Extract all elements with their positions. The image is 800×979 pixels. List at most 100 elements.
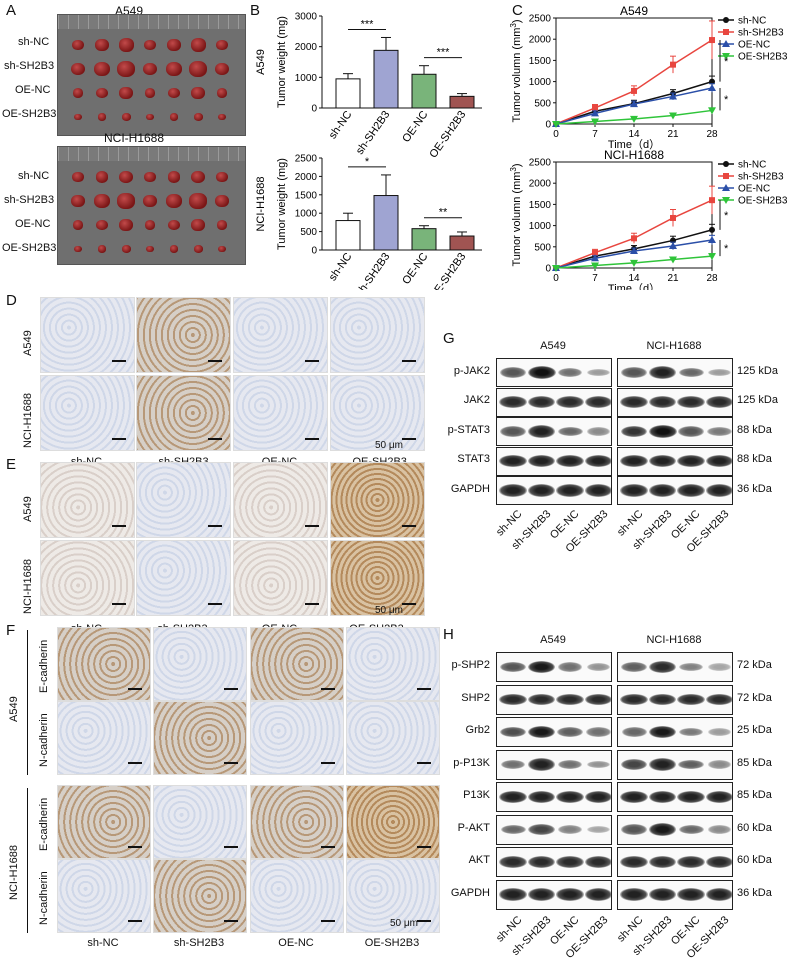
blot-band — [678, 662, 704, 672]
blot-band — [677, 454, 705, 468]
legend-label: OE-SH2B3 — [738, 52, 788, 63]
blot-band — [527, 725, 556, 739]
tumor — [215, 194, 229, 208]
tumor — [95, 87, 109, 99]
panel-label-f: F — [6, 622, 16, 639]
row-label-sh-sh2b3-2: sh-SH2B3 — [4, 194, 55, 206]
scale-bar — [402, 603, 416, 605]
blot-band — [705, 888, 732, 901]
blot-band — [500, 824, 526, 835]
tumor — [167, 87, 181, 99]
cell-line-label: NCI-H1688 — [255, 176, 267, 231]
blot-strip — [617, 652, 733, 682]
tumor — [97, 245, 107, 253]
significance-label: * — [724, 210, 729, 222]
category-label: sh-NC — [327, 251, 355, 283]
y-tick-label: 1000 — [529, 221, 552, 232]
blot-row-label: P-AKT — [457, 821, 490, 834]
blot-strip — [496, 782, 612, 812]
y-tick-label: 2500 — [529, 158, 552, 169]
blot-band — [528, 824, 555, 835]
tumor — [119, 86, 133, 100]
ihc-image — [250, 785, 344, 859]
ihc-image — [57, 785, 151, 859]
category-label: OE-NC — [400, 251, 430, 287]
blot-band — [648, 823, 677, 836]
category-label: OE-NC — [400, 109, 430, 145]
ihc-image — [346, 701, 440, 775]
cell-line-label: A549 — [8, 696, 20, 722]
scale-bar — [208, 438, 222, 440]
data-point — [669, 241, 677, 249]
scale-bar — [208, 360, 222, 362]
blot-band — [620, 759, 648, 770]
x-tick-label: 7 — [592, 273, 598, 284]
blot-band — [620, 888, 648, 901]
bar — [373, 195, 399, 251]
data-point — [630, 115, 638, 123]
scale-bar — [321, 762, 335, 764]
blot-strip — [496, 749, 612, 780]
group-label: sh-SH2B3 — [173, 937, 225, 949]
y-tick-label: 500 — [300, 227, 317, 238]
data-point — [670, 214, 676, 221]
ihc-image — [153, 859, 247, 933]
blot-band — [527, 790, 556, 804]
ihc-image — [136, 375, 231, 451]
blot-band — [648, 425, 677, 438]
y-axis-label: Tumor weight (mg) — [276, 158, 288, 250]
blot-band — [499, 396, 527, 408]
chart-title: NCI-H1688 — [604, 148, 664, 162]
data-point — [708, 236, 716, 244]
blot-band — [621, 824, 647, 835]
tumor-photo-h1688 — [57, 146, 246, 265]
row-label-sh-nc-2: sh-NC — [18, 170, 50, 182]
blot-band — [707, 427, 732, 436]
blot-band — [620, 454, 648, 468]
bar — [335, 220, 361, 251]
significance-label: ** — [439, 207, 448, 219]
tumor — [117, 193, 135, 209]
kda-label: 85 kDa — [737, 789, 772, 801]
tumor — [72, 171, 84, 183]
tumor — [143, 194, 157, 208]
tumor — [144, 39, 156, 51]
tumor — [94, 194, 110, 208]
y-tick-label: 1500 — [529, 200, 552, 211]
tumor — [74, 113, 82, 121]
cell-line-label: NCI-H1688 — [22, 392, 34, 448]
row-label-sh-nc: sh-NC — [18, 36, 50, 48]
group-label: OE-SH2B3 — [364, 937, 420, 949]
blot-band — [500, 367, 526, 378]
tumor — [95, 171, 109, 183]
blot-strip — [617, 358, 733, 387]
significance-label: *** — [361, 18, 375, 30]
data-point — [591, 262, 599, 270]
tumor — [146, 113, 154, 121]
blot-band — [556, 856, 584, 868]
y-tick-label: 1000 — [295, 73, 318, 84]
blot-band — [620, 425, 648, 438]
tumor — [72, 39, 84, 51]
blot-band — [707, 368, 732, 377]
scale-bar — [224, 688, 238, 690]
tumor — [193, 244, 203, 254]
bar — [411, 228, 437, 251]
tumor — [167, 171, 181, 183]
scale-bar — [305, 525, 319, 527]
blot-strip — [496, 652, 612, 682]
blot-band — [527, 425, 556, 438]
scale-bar — [224, 920, 238, 922]
y-tick-label: 2000 — [295, 172, 318, 183]
tumor — [166, 194, 182, 208]
blot-strip — [496, 446, 612, 476]
panel-label-a: A — [6, 2, 17, 19]
kda-label: 60 kDa — [737, 821, 772, 834]
blot-band — [620, 484, 648, 497]
tumor — [121, 112, 131, 122]
blot-strip — [496, 358, 612, 387]
blot-band — [527, 660, 556, 674]
scale-bar — [321, 688, 335, 690]
blot-strip — [496, 684, 612, 715]
blot-band — [586, 727, 611, 737]
